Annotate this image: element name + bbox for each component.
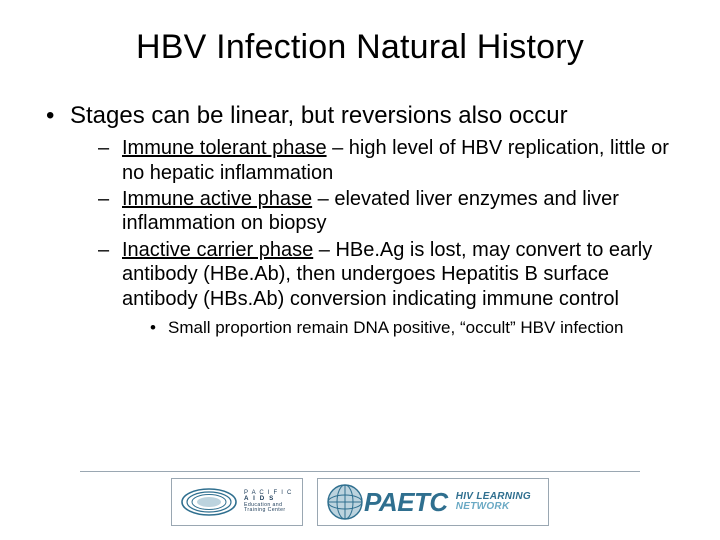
bullet-list-l2: Immune tolerant phase – high level of HB… [98, 136, 680, 338]
pacific-aids-text: P A C I F I C A I D S Education and Trai… [244, 490, 293, 514]
phase-name: Immune tolerant phase [122, 137, 327, 159]
phase-name: Immune active phase [122, 188, 312, 210]
footer-rule [80, 471, 640, 472]
logo-a-line4: Training Center [244, 508, 293, 513]
footer: P A C I F I C A I D S Education and Trai… [0, 471, 720, 526]
paetc-logo: PAETC HIV LEARNING NETWORK [317, 478, 549, 526]
pacific-aids-logo: P A C I F I C A I D S Education and Trai… [171, 478, 303, 526]
phase-name: Inactive carrier phase [122, 239, 313, 261]
bullet-l2-item: Immune active phase – elevated liver enz… [98, 187, 680, 236]
bullet-list-l3: Small proportion remain DNA positive, “o… [150, 317, 680, 338]
bullet-l3-item: Small proportion remain DNA positive, “o… [150, 317, 680, 338]
bullet-l2-item: Immune tolerant phase – high level of HB… [98, 136, 680, 185]
logo-row: P A C I F I C A I D S Education and Trai… [171, 478, 549, 526]
globe-icon [326, 483, 364, 521]
paetc-word: PAETC [364, 487, 448, 518]
paetc-subtext: HIV LEARNING NETWORK [456, 492, 531, 512]
bullet-l3-text: Small proportion remain DNA positive, “o… [168, 318, 623, 337]
bullet-l2-item: Inactive carrier phase – HBe.Ag is lost,… [98, 238, 680, 338]
slide-title: HBV Infection Natural History [40, 28, 680, 67]
bullet-l1-text: Stages can be linear, but reversions als… [70, 102, 568, 129]
slide: HBV Infection Natural History Stages can… [0, 0, 720, 540]
bullet-list-l1: Stages can be linear, but reversions als… [44, 101, 680, 338]
paetc-line2: NETWORK [456, 502, 531, 512]
bullet-l1-item: Stages can be linear, but reversions als… [44, 101, 680, 338]
oval-icon [180, 485, 238, 519]
